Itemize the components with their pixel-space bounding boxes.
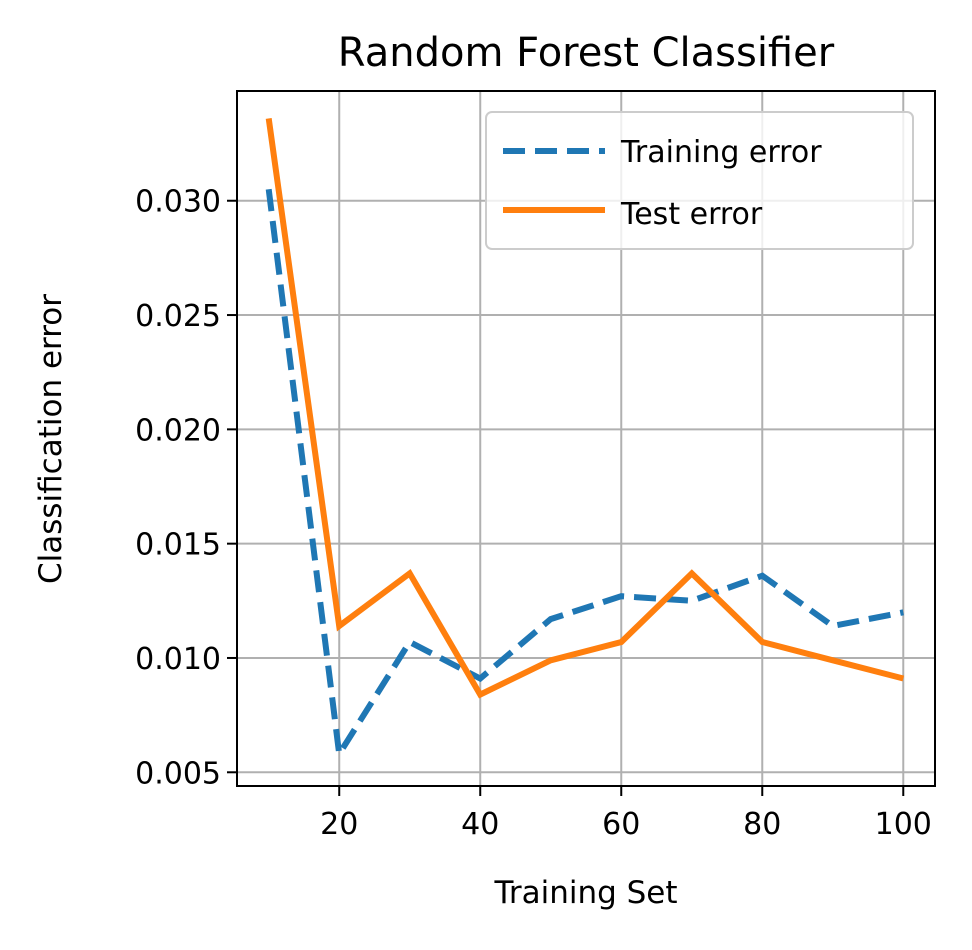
x-tick-label: 40 <box>461 807 499 842</box>
y-axis-label: Classification error <box>33 294 69 584</box>
y-tick-label: 0.010 <box>135 642 221 677</box>
series-line-training-error <box>265 188 904 763</box>
x-tick-label: 60 <box>602 807 640 842</box>
x-axis-label: Training Set <box>493 875 677 911</box>
plot-area-frame <box>236 90 936 787</box>
y-tick-label: 0.030 <box>135 185 221 220</box>
chart-title: Random Forest Classifier <box>338 30 835 76</box>
series-lines <box>265 117 905 763</box>
legend-box <box>485 111 914 250</box>
y-tick-label: 0.005 <box>135 756 221 791</box>
y-tick-label: 0.015 <box>135 528 221 563</box>
legend-label-test-error: Test error <box>620 197 763 232</box>
y-tick-label: 0.025 <box>135 299 221 334</box>
x-tick-label: 100 <box>875 807 932 842</box>
x-tick-label: 80 <box>743 807 781 842</box>
y-tick-label: 0.020 <box>135 413 221 448</box>
x-tick-label: 20 <box>320 807 358 842</box>
series-line-test-error <box>265 117 905 699</box>
legend: Training error Test error <box>485 111 914 250</box>
legend-label-training-error: Training error <box>620 135 822 170</box>
axis-ticks: 20 40 60 80 100 0.005 0.010 0.015 0.020 0.025 0.03… <box>135 185 932 842</box>
